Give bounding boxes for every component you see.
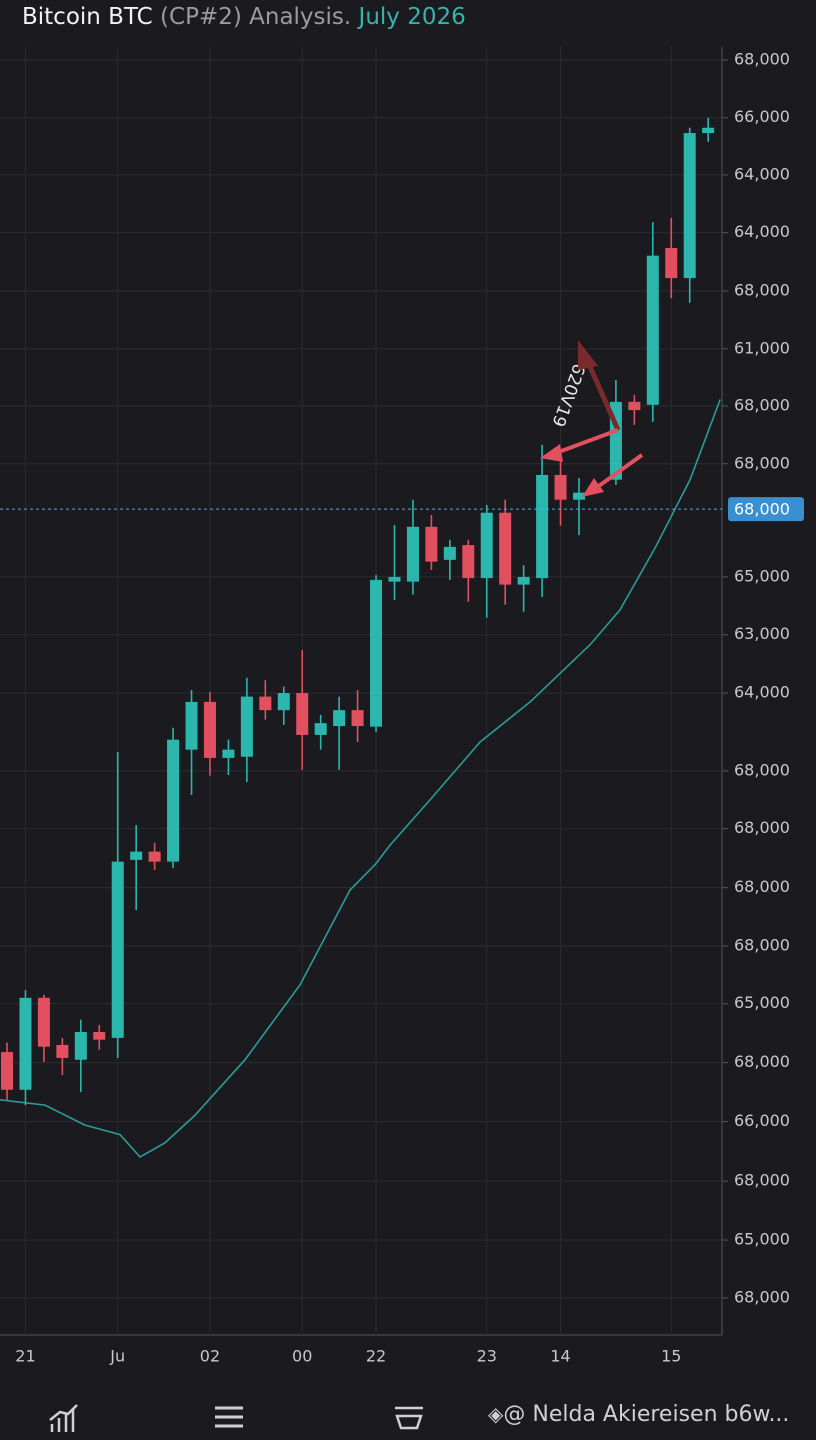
x-tick-label: 02 bbox=[200, 1347, 220, 1366]
y-tick-label: 68,000 bbox=[734, 281, 790, 300]
title: Bitcoin BTC bbox=[22, 4, 153, 30]
candle-body bbox=[499, 512, 512, 585]
attribution[interactable]: ◈@ Nelda Akiereisen b6w... bbox=[488, 1402, 790, 1427]
candle-body bbox=[425, 526, 438, 562]
candle-body bbox=[240, 696, 253, 757]
y-tick-label: 66,000 bbox=[734, 1111, 790, 1130]
plot: 68,000 620V19 bbox=[0, 117, 804, 1158]
candle-body bbox=[130, 851, 143, 860]
candle-body bbox=[351, 710, 364, 727]
last-price-box bbox=[728, 497, 804, 522]
candle-body bbox=[665, 248, 678, 279]
candle-body bbox=[167, 739, 180, 862]
candle-body bbox=[702, 127, 715, 134]
candle-body bbox=[203, 701, 216, 758]
y-tick-label: 68,000 bbox=[734, 395, 790, 414]
y-tick-label: 68,000 bbox=[734, 818, 790, 837]
x-tick-label: Ju bbox=[109, 1347, 125, 1366]
candle-body bbox=[222, 749, 235, 758]
y-tick-label: 65,000 bbox=[734, 566, 790, 585]
candle-body bbox=[683, 133, 696, 279]
annotation-arrows bbox=[540, 340, 644, 497]
annotation: 620V19 bbox=[547, 361, 588, 430]
candle-body bbox=[93, 1032, 106, 1040]
candle-body bbox=[111, 861, 124, 1038]
candle-body bbox=[646, 255, 659, 405]
candle-body bbox=[628, 401, 641, 411]
layers-icon[interactable] bbox=[393, 1404, 425, 1432]
chart-icon[interactable] bbox=[48, 1402, 80, 1434]
x-tick-label: 00 bbox=[292, 1347, 312, 1366]
candle-body bbox=[554, 474, 567, 500]
y-tick-label: 68,000 bbox=[734, 877, 790, 896]
candle-body bbox=[388, 576, 401, 582]
candle-body bbox=[148, 851, 161, 862]
y-tick-label: 61,000 bbox=[734, 338, 790, 357]
candle-body bbox=[56, 1044, 69, 1058]
y-tick-label: 68,000 bbox=[734, 1171, 790, 1190]
date-label[interactable]: July 2026 bbox=[358, 4, 466, 30]
x-tick-label: 15 bbox=[661, 1347, 681, 1366]
chart: 68,00066,00064,00064,00068,00061,00068,0… bbox=[0, 47, 804, 1366]
y-tick-label: 64,000 bbox=[734, 683, 790, 702]
candle-body bbox=[573, 492, 586, 500]
x-tick-label: 21 bbox=[15, 1347, 35, 1366]
candle-body bbox=[296, 693, 309, 735]
y-tick-label: 68,000 bbox=[734, 1052, 790, 1071]
candle-body bbox=[277, 693, 290, 711]
y-tick-label: 65,000 bbox=[734, 1230, 790, 1249]
last-price-label: 68,000 bbox=[734, 500, 790, 519]
candle-body bbox=[74, 1032, 87, 1060]
moving-average bbox=[0, 399, 721, 1158]
candle-body bbox=[19, 997, 32, 1090]
y-tick-label: 68,000 bbox=[734, 49, 790, 68]
y-tick-label: 64,000 bbox=[734, 222, 790, 241]
menu-icon[interactable] bbox=[214, 1404, 244, 1430]
candle-body bbox=[37, 997, 50, 1047]
attribution-text: @ Nelda Akiereisen b6w... bbox=[503, 1402, 790, 1427]
y-tick-label: 63,000 bbox=[734, 624, 790, 643]
y-tick-label: 65,000 bbox=[734, 993, 790, 1012]
candle-body bbox=[406, 526, 419, 582]
y-tick-label: 66,000 bbox=[734, 107, 790, 126]
candle-body bbox=[536, 474, 549, 579]
candle-body bbox=[462, 545, 475, 579]
x-tick-label: 14 bbox=[550, 1347, 570, 1366]
y-tick-label: 68,000 bbox=[734, 935, 790, 954]
candle-body bbox=[517, 576, 530, 585]
y-tick-label: 64,000 bbox=[734, 164, 790, 183]
x-tick-label: 23 bbox=[477, 1347, 497, 1366]
candle-body bbox=[259, 696, 272, 711]
candle-body bbox=[480, 512, 493, 579]
candle-body bbox=[443, 546, 456, 560]
candle-body bbox=[185, 701, 198, 750]
candle-body bbox=[314, 723, 327, 735]
y-tick-label: 68,000 bbox=[734, 1287, 790, 1306]
y-tick-label: 68,000 bbox=[734, 453, 790, 472]
candle-body bbox=[333, 710, 346, 727]
title-bar: Bitcoin BTC (CP#2) Analysis. July 2026 bbox=[22, 4, 466, 30]
y-tick-label: 68,000 bbox=[734, 760, 790, 779]
candle-body bbox=[1, 1052, 14, 1090]
x-tick-label: 22 bbox=[366, 1347, 386, 1366]
candle-body bbox=[370, 579, 383, 727]
subtitle: (CP#2) Analysis. bbox=[160, 4, 352, 30]
